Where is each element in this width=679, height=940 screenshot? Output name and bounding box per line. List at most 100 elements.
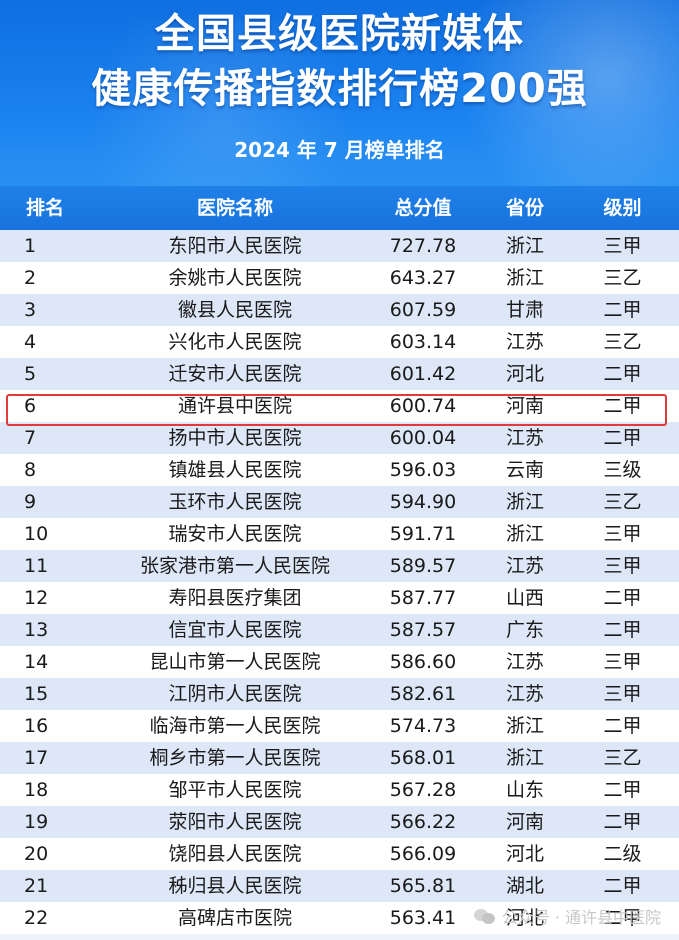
table-row: 5 迁安市人民医院 601.42 河北 二甲 — [0, 358, 679, 390]
rank-cell: 20 — [24, 843, 49, 865]
table-row: 9 玉环市人民医院 594.90 浙江 三乙 — [0, 486, 679, 518]
province-cell: 浙江 — [505, 491, 544, 513]
table-row: 22 高碑店市医院 563.41 河北 二甲 — [0, 902, 679, 934]
score-cell: 600.74 — [389, 395, 457, 417]
province-cell: 浙江 — [505, 523, 544, 545]
banner-glow — [439, 0, 679, 190]
score-cell: 596.03 — [389, 459, 457, 481]
column-header-score: 总分值 — [394, 197, 452, 219]
hospital-name-cell: 邹平市人民医院 — [168, 779, 302, 801]
province-cell: 浙江 — [505, 747, 544, 769]
level-cell: 三甲 — [603, 555, 642, 577]
level-cell: 三甲 — [603, 651, 642, 673]
hospital-name-cell: 镇雄县人民医院 — [168, 459, 302, 481]
province-cell: 甘肃 — [505, 299, 544, 321]
rank-cell: 16 — [24, 715, 49, 737]
rank-cell: 19 — [24, 811, 49, 833]
level-cell: 三甲 — [603, 523, 642, 545]
hospital-name-cell: 张家港市第一人民医院 — [139, 555, 330, 577]
hospital-name-cell: 瑞安市人民医院 — [168, 523, 302, 545]
table-row: 16 临海市第一人民医院 574.73 浙江 二甲 — [0, 710, 679, 742]
hospital-name-cell: 扬中市人民医院 — [168, 427, 302, 449]
rank-cell: 11 — [24, 555, 49, 577]
hospital-name-cell: 迁安市人民医院 — [168, 363, 302, 385]
wechat-icon — [473, 907, 496, 925]
table-row: 17 桐乡市第一人民医院 568.01 浙江 三乙 — [0, 742, 679, 774]
banner-glow-left — [60, 20, 380, 190]
score-cell: 727.78 — [389, 235, 457, 257]
rank-cell: 7 — [24, 427, 37, 449]
table-row: 10 瑞安市人民医院 591.71 浙江 三甲 — [0, 518, 679, 550]
hospital-name-cell: 饶阳县人民医院 — [168, 843, 302, 865]
hospital-name-cell: 通许县中医院 — [177, 395, 292, 417]
level-cell: 二甲 — [603, 587, 642, 609]
rank-cell: 2 — [24, 267, 37, 289]
table-row: 20 饶阳县人民医院 566.09 河北 二级 — [0, 838, 679, 870]
table-row: 2 余姚市人民医院 643.27 浙江 三乙 — [0, 262, 679, 294]
rank-cell: 9 — [24, 491, 37, 513]
rank-cell: 8 — [24, 459, 37, 481]
level-cell: 二甲 — [603, 811, 642, 833]
score-cell: 568.01 — [389, 747, 457, 769]
level-cell: 二级 — [603, 843, 642, 865]
rank-cell: 12 — [24, 587, 49, 609]
province-cell: 江苏 — [505, 427, 544, 449]
score-cell: 567.28 — [389, 779, 457, 801]
score-cell: 591.71 — [389, 523, 457, 545]
rank-cell: 4 — [24, 331, 37, 353]
table-row: 13 信宜市人民医院 587.57 广东 二甲 — [0, 614, 679, 646]
province-cell: 河南 — [505, 811, 544, 833]
rank-cell: 15 — [24, 683, 49, 705]
hospital-name-cell: 信宜市人民医院 — [168, 619, 302, 641]
hospital-name-cell: 秭归县人民医院 — [168, 875, 302, 897]
province-cell: 河南 — [505, 395, 544, 417]
level-cell: 二甲 — [603, 363, 642, 385]
level-cell: 二甲 — [603, 427, 642, 449]
hospital-name-cell: 兴化市人民医院 — [168, 331, 302, 353]
column-header-province: 省份 — [505, 197, 544, 219]
score-cell: 587.77 — [389, 587, 457, 609]
level-cell: 三乙 — [603, 331, 642, 353]
level-cell: 二甲 — [603, 715, 642, 737]
table-row: 19 荥阳市人民医院 566.22 河南 二甲 — [0, 806, 679, 838]
table-row: 15 江阴市人民医院 582.61 江苏 三甲 — [0, 678, 679, 710]
level-cell: 二甲 — [603, 907, 642, 929]
table-header: 排名 医院名称 总分值 省份 级别 — [0, 186, 679, 230]
hospital-name-cell: 江阴市人民医院 — [168, 683, 302, 705]
province-cell: 江苏 — [505, 683, 544, 705]
score-cell: 582.61 — [389, 683, 457, 705]
score-cell: 566.09 — [389, 843, 457, 865]
province-cell: 浙江 — [505, 267, 544, 289]
table-row: 21 秭归县人民医院 565.81 湖北 二甲 — [0, 870, 679, 902]
rank-cell: 22 — [24, 907, 49, 929]
level-cell: 二甲 — [603, 875, 642, 897]
hospital-name-cell: 徽县人民医院 — [177, 299, 292, 321]
score-cell: 565.81 — [389, 875, 457, 897]
column-header-level: 级别 — [603, 197, 642, 219]
province-cell: 云南 — [505, 459, 544, 481]
province-cell: 山西 — [505, 587, 544, 609]
rank-cell: 21 — [24, 875, 49, 897]
level-cell: 二甲 — [603, 779, 642, 801]
score-cell: 586.60 — [389, 651, 457, 673]
level-cell: 二甲 — [603, 395, 642, 417]
province-cell: 湖北 — [505, 875, 544, 897]
level-cell: 三甲 — [603, 683, 642, 705]
score-cell: 587.57 — [389, 619, 457, 641]
column-header-hospital-name: 医院名称 — [196, 197, 273, 219]
score-cell: 589.57 — [389, 555, 457, 577]
table-row: 12 寿阳县医疗集团 587.77 山西 二甲 — [0, 582, 679, 614]
rank-cell: 17 — [24, 747, 49, 769]
rank-cell: 1 — [24, 235, 37, 257]
rank-cell: 6 — [24, 395, 37, 417]
level-cell: 三乙 — [603, 491, 642, 513]
rank-cell: 14 — [24, 651, 49, 673]
province-cell: 浙江 — [505, 235, 544, 257]
level-cell: 三级 — [603, 459, 642, 481]
score-cell: 594.90 — [389, 491, 457, 513]
table-row: 6 通许县中医院 600.74 河南 二甲 — [0, 390, 679, 422]
score-cell: 600.04 — [389, 427, 457, 449]
table-row: 18 邹平市人民医院 567.28 山东 二甲 — [0, 774, 679, 806]
level-cell: 三乙 — [603, 267, 642, 289]
